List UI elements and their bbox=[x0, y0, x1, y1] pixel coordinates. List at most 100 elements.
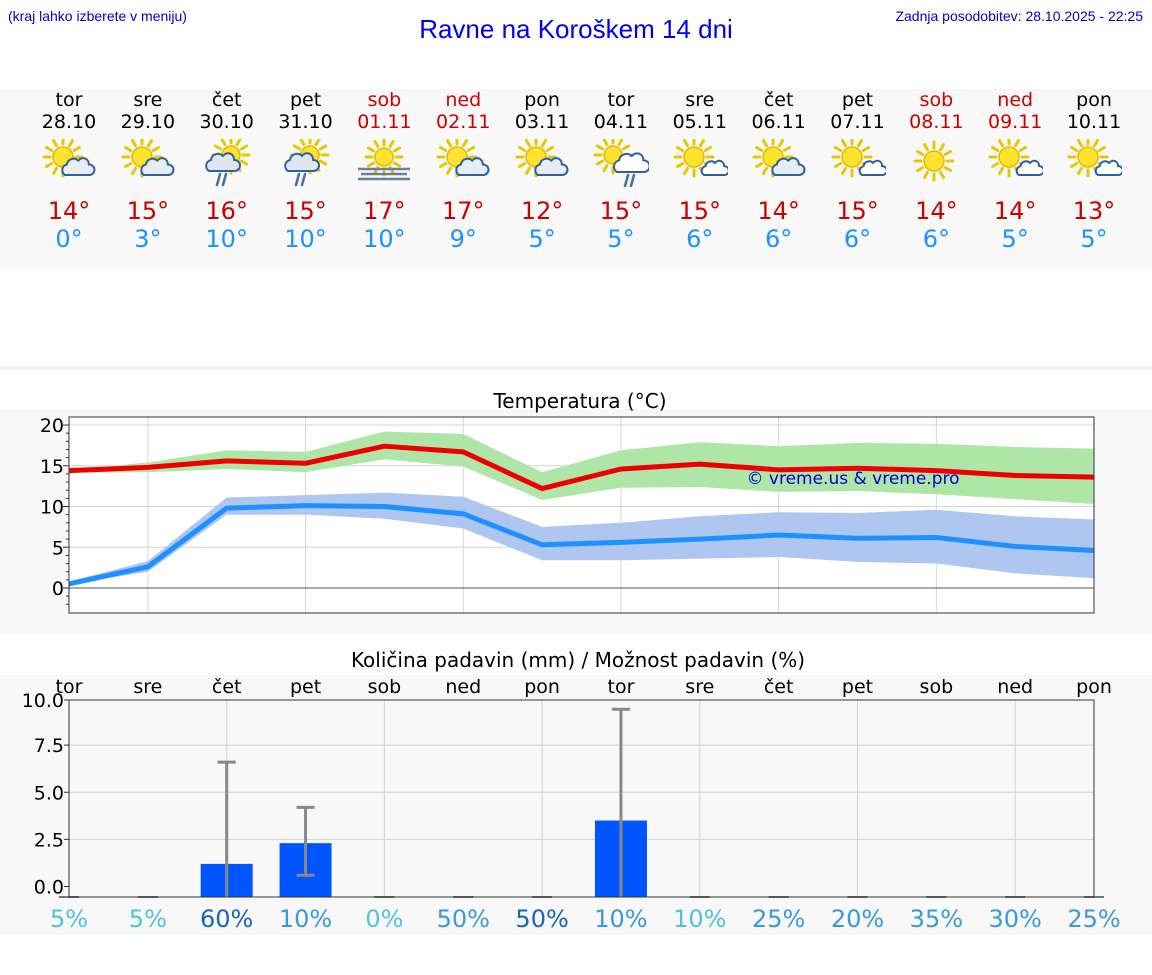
y-tick-label: 15 bbox=[40, 456, 64, 478]
x-day-label: pet bbox=[290, 676, 321, 698]
sun-small-cloud-icon bbox=[673, 139, 728, 178]
day-name: sob bbox=[367, 89, 402, 111]
x-day-label: sre bbox=[685, 676, 714, 698]
sun-cloud-icon bbox=[42, 139, 96, 178]
precip-probability: 60% bbox=[200, 905, 253, 933]
plot-frame bbox=[68, 699, 1095, 898]
sun-cloud-icon bbox=[752, 139, 806, 178]
min-temperature: 6° bbox=[765, 225, 793, 253]
day-name: tor bbox=[55, 89, 83, 111]
min-temperature: 5° bbox=[607, 225, 635, 253]
precip-probability: 10% bbox=[673, 905, 726, 933]
divider bbox=[0, 366, 1152, 370]
max-temperature: 16° bbox=[205, 197, 248, 225]
chart-title: Količina padavin (mm) / Možnost padavin … bbox=[351, 648, 805, 672]
day-name: pon bbox=[1076, 89, 1112, 111]
day-name: pet bbox=[289, 89, 322, 111]
last-updated: Zadnja posodobitev: 28.10.2025 - 22:25 bbox=[895, 8, 1143, 24]
location-hint: (kraj lahko izberete v meniju) bbox=[8, 8, 187, 24]
sun-small-cloud-icon bbox=[831, 139, 886, 178]
day-column: tor 28.10 14° 0° bbox=[29, 89, 109, 253]
min-temperature: 9° bbox=[449, 225, 477, 253]
max-temperature: 14° bbox=[915, 197, 958, 225]
precip-probability: 35% bbox=[910, 905, 963, 933]
max-temperature: 15° bbox=[599, 197, 643, 225]
precip-probability: 5% bbox=[129, 905, 167, 933]
y-tick-label: 0 bbox=[52, 578, 64, 600]
x-day-label: pet bbox=[842, 676, 873, 698]
precip-probability: 5% bbox=[50, 905, 88, 933]
x-day-label: ned bbox=[997, 676, 1033, 698]
day-name: tor bbox=[607, 89, 635, 111]
day-name: sre bbox=[685, 89, 715, 111]
day-column: pon 03.11 12° 5° bbox=[502, 89, 582, 253]
day-column: sob 08.11 14° 6° bbox=[896, 89, 976, 253]
y-tick-label: 5 bbox=[52, 537, 64, 559]
x-day-label: čet bbox=[764, 676, 794, 698]
sun-icon bbox=[913, 140, 955, 182]
y-tick-label: 2.5 bbox=[34, 829, 64, 851]
min-temperature: 10° bbox=[284, 225, 327, 253]
day-date: 02.11 bbox=[436, 111, 491, 133]
day-date: 06.11 bbox=[751, 111, 806, 133]
y-tick-label: 5.0 bbox=[34, 782, 64, 804]
day-column: sob 01.11 17° 10° bbox=[344, 89, 424, 253]
x-day-label: tor bbox=[56, 676, 83, 698]
x-day-label: sob bbox=[368, 676, 402, 698]
max-temperature: 15° bbox=[678, 197, 722, 225]
min-temperature: 6° bbox=[686, 225, 714, 253]
min-temperature: 6° bbox=[843, 225, 872, 253]
day-column: tor 04.11 15° 5° bbox=[581, 89, 661, 253]
precip-probability: 25% bbox=[752, 905, 805, 933]
min-temperature: 5° bbox=[1080, 225, 1108, 253]
day-name: čet bbox=[763, 89, 794, 111]
min-temperature-line bbox=[68, 503, 1095, 587]
y-tick-label: 7.5 bbox=[34, 735, 64, 757]
min-temperature: 6° bbox=[922, 225, 950, 253]
day-name: ned bbox=[445, 89, 482, 111]
day-column: pet 31.10 15° 10° bbox=[266, 89, 346, 253]
max-temperature: 12° bbox=[520, 197, 564, 225]
precip-probability: 30% bbox=[989, 905, 1042, 933]
x-day-label: sre bbox=[133, 676, 162, 698]
sun-cloud-icon bbox=[436, 139, 490, 178]
x-day-label: ned bbox=[445, 676, 481, 698]
x-day-label: čet bbox=[212, 676, 242, 698]
min-range-band bbox=[69, 492, 1095, 585]
max-temperature: 17° bbox=[441, 197, 485, 225]
day-name: sob bbox=[919, 89, 954, 111]
precip-probability: 10% bbox=[279, 905, 332, 933]
precip-probability: 50% bbox=[437, 905, 490, 933]
max-temperature: 14° bbox=[757, 197, 800, 225]
x-day-label: pon bbox=[524, 676, 560, 698]
max-temperature: 17° bbox=[363, 197, 406, 225]
day-name: pet bbox=[841, 89, 874, 111]
day-date: 31.10 bbox=[278, 111, 333, 133]
day-column: čet 06.11 14° 6° bbox=[739, 89, 819, 253]
sun-small-cloud-icon bbox=[988, 139, 1044, 178]
sun-cloud-rain-icon bbox=[283, 139, 330, 187]
max-temperature: 15° bbox=[836, 197, 879, 225]
day-column: sre 29.10 15° 3° bbox=[108, 89, 188, 253]
max-temperature: 14° bbox=[47, 197, 91, 225]
x-day-label: pon bbox=[1076, 676, 1112, 698]
min-temperature: 5° bbox=[528, 225, 556, 253]
y-tick-label: 0.0 bbox=[34, 877, 64, 899]
sun-cloud-rain-icon bbox=[204, 139, 251, 187]
sun-small-cloud-icon bbox=[1067, 139, 1123, 178]
day-date: 30.10 bbox=[199, 111, 254, 133]
day-column: čet 30.10 16° 10° bbox=[187, 89, 267, 253]
sun-fog-icon bbox=[358, 139, 411, 181]
min-temperature: 5° bbox=[1001, 225, 1029, 253]
x-day-label: tor bbox=[608, 676, 635, 698]
max-range-band bbox=[69, 431, 1095, 505]
day-date: 10.11 bbox=[1066, 111, 1122, 133]
min-temperature: 10° bbox=[205, 225, 248, 253]
day-column: pon 10.11 13° 5° bbox=[1054, 89, 1134, 253]
y-tick-label: 20 bbox=[40, 415, 64, 437]
min-temperature: 0° bbox=[55, 225, 83, 253]
day-date: 09.11 bbox=[987, 111, 1043, 133]
max-temperature: 15° bbox=[284, 197, 327, 225]
min-temperature: 10° bbox=[363, 225, 406, 253]
